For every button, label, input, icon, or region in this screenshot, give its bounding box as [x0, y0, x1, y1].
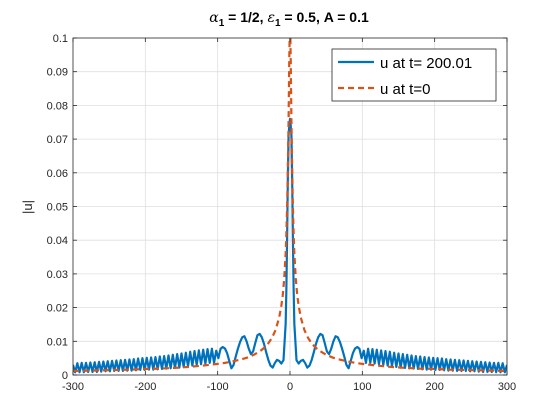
title-alpha-value: = 1/2,: [224, 9, 267, 25]
y-tick-label: 0.1: [53, 33, 68, 45]
title-alpha-subscript: 1: [219, 18, 225, 29]
x-tick-label: 0: [287, 381, 293, 393]
y-tick-label: 0.07: [47, 134, 68, 146]
x-tick-label: -300: [62, 381, 84, 393]
tick-labels: -300 -200 -100 0 100 200 300 0 0.01 0.02 0.03 0.04 0…: [47, 33, 517, 393]
y-tick-label: 0.04: [47, 235, 68, 247]
y-tick-label: 0.06: [47, 168, 68, 180]
y-tick-label: 0.01: [47, 336, 68, 348]
x-tick-label: 100: [353, 381, 371, 393]
axes: [72, 37, 508, 376]
y-tick-label: 0.02: [47, 303, 68, 315]
legend: u at t= 200.01 u at t=0: [331, 48, 497, 102]
title-alpha-symbol: α: [209, 10, 219, 26]
x-tick-label: -100: [207, 381, 229, 393]
series-line-1: [73, 117, 507, 374]
x-tick-label: 200: [425, 381, 443, 393]
series-layer: [73, 38, 507, 374]
title-epsilon-subscript: 1: [275, 18, 281, 29]
title-epsilon-symbol: ε: [267, 10, 275, 26]
x-tick-label: -200: [134, 381, 156, 393]
y-axis-label: |u|: [20, 200, 35, 214]
y-tick-label: 0.09: [47, 67, 68, 79]
legend-label-series-1: u at t= 200.01: [380, 55, 472, 72]
title-epsilon-value: = 0.5, A = 0.1: [281, 9, 369, 25]
y-tick-label: 0.05: [47, 202, 68, 214]
chart-title: α1 = 1/2, ε1 = 0.5, A = 0.1: [209, 9, 369, 29]
x-tick-label: 300: [498, 381, 516, 393]
y-tick-label: 0: [62, 370, 68, 382]
series-line-2: [73, 38, 507, 373]
y-tick-label: 0.03: [47, 269, 68, 281]
legend-label-series-2: u at t=0: [380, 81, 430, 98]
y-tick-label: 0.08: [47, 100, 68, 112]
legend-box: [331, 48, 497, 102]
